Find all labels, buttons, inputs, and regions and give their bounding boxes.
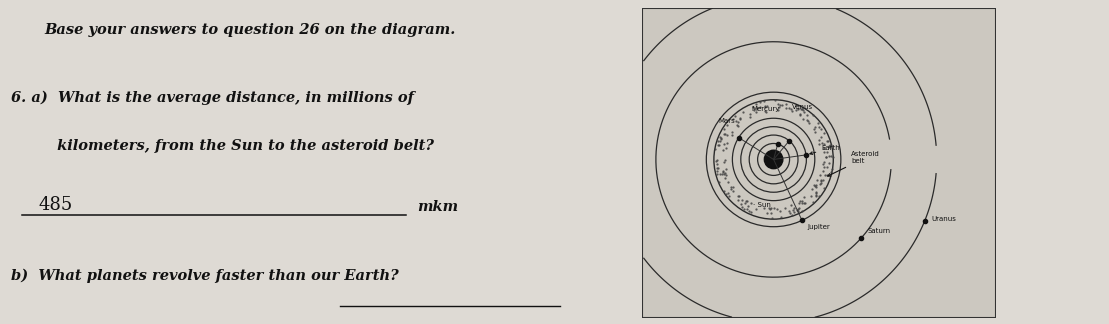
Text: Saturn: Saturn: [868, 228, 891, 235]
Text: · Sun: · Sun: [753, 202, 771, 208]
Text: Mars: Mars: [719, 118, 735, 124]
Text: 485: 485: [39, 196, 73, 214]
Text: Base your answers to question 26 on the diagram.: Base your answers to question 26 on the …: [44, 23, 456, 37]
Text: Asteroid
belt: Asteroid belt: [827, 151, 879, 176]
Text: kilometers, from the Sun to the asteroid belt?: kilometers, from the Sun to the asteroid…: [11, 139, 434, 153]
Text: Earth: Earth: [810, 145, 840, 155]
Circle shape: [764, 150, 783, 169]
Text: b)  What planets revolve faster than our Earth?: b) What planets revolve faster than our …: [11, 269, 399, 283]
Text: Jupiter: Jupiter: [807, 224, 830, 230]
Text: mkm: mkm: [417, 200, 458, 214]
Text: 6. a)  What is the average distance, in millions of: 6. a) What is the average distance, in m…: [11, 91, 414, 105]
Text: Venus: Venus: [792, 104, 813, 110]
Text: Uranus: Uranus: [932, 216, 956, 222]
Text: Mercury: Mercury: [751, 106, 780, 112]
